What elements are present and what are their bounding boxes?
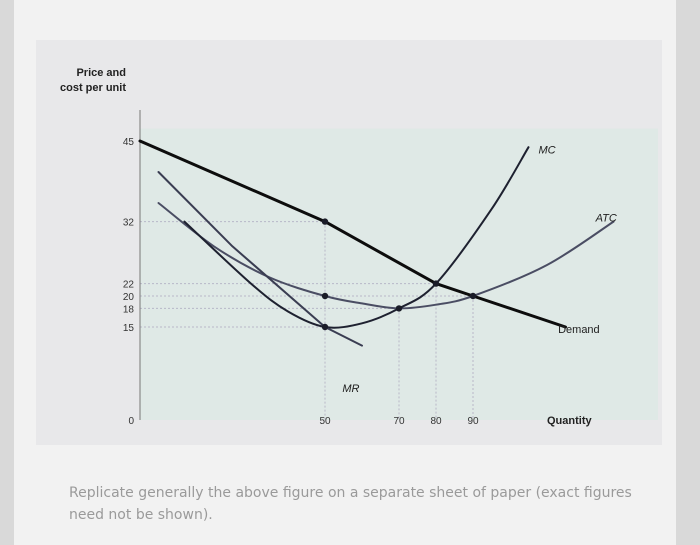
intersection-point-2	[321, 323, 329, 331]
atc-curve	[157, 202, 615, 310]
intersection-point-1	[321, 292, 329, 300]
x-tick-label-80: 80	[430, 416, 442, 427]
y-tick-label-18: 18	[123, 304, 135, 315]
plot-area	[140, 128, 658, 420]
chart-panel: 0 15 18 20 22 32 45 50 70 80 90 Demand MR MC ATC Price …	[36, 40, 662, 445]
y-tick-label-0: 0	[128, 416, 134, 427]
y-tick-label-20: 20	[123, 292, 135, 303]
intersection-point-3	[395, 305, 403, 312]
atc-label: ATC	[595, 213, 617, 225]
y-axis-label-line1: Price and	[76, 67, 126, 79]
mr-label: MR	[342, 383, 359, 395]
x-tick-label-50: 50	[319, 416, 331, 427]
intersection-point-5	[469, 292, 477, 300]
x-axis-label: Quantity	[547, 415, 592, 427]
intersection-point-0	[321, 218, 329, 225]
y-axis-label-line2: cost per unit	[60, 82, 126, 94]
mc-curve	[183, 146, 530, 329]
x-tick-label-90: 90	[467, 416, 479, 427]
caption: Replicate generally the above figure on …	[69, 485, 632, 523]
y-tick-label-32: 32	[123, 218, 135, 229]
y-tick-label-45: 45	[123, 137, 135, 148]
mc-label: MC	[538, 144, 555, 156]
page: 0 15 18 20 22 32 45 50 70 80 90 Demand MR MC ATC Price …	[14, 0, 676, 545]
intersection-point-4	[432, 280, 440, 287]
demand-label: Demand	[558, 324, 600, 336]
x-tick-label-70: 70	[393, 416, 405, 427]
y-tick-label-22: 22	[123, 280, 135, 291]
y-tick-label-15: 15	[123, 323, 135, 334]
mr-curve	[157, 171, 363, 347]
